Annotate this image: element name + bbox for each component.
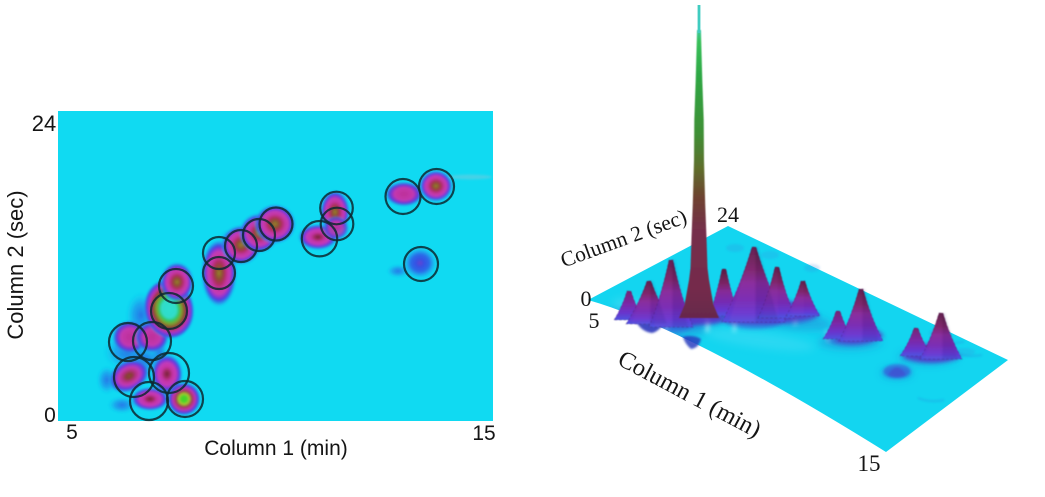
svg-text:Column 1 (min): Column 1 (min) [204,437,348,460]
svg-text:15: 15 [472,422,495,445]
svg-text:5: 5 [66,421,78,444]
svg-text:0: 0 [581,286,592,311]
svg-text:Column 2 (sec): Column 2 (sec) [3,190,28,339]
svg-text:0: 0 [44,404,56,427]
svg-text:15: 15 [858,451,881,476]
svg-text:24: 24 [717,202,739,227]
svg-text:24: 24 [32,111,56,136]
svg-text:5: 5 [589,308,600,333]
